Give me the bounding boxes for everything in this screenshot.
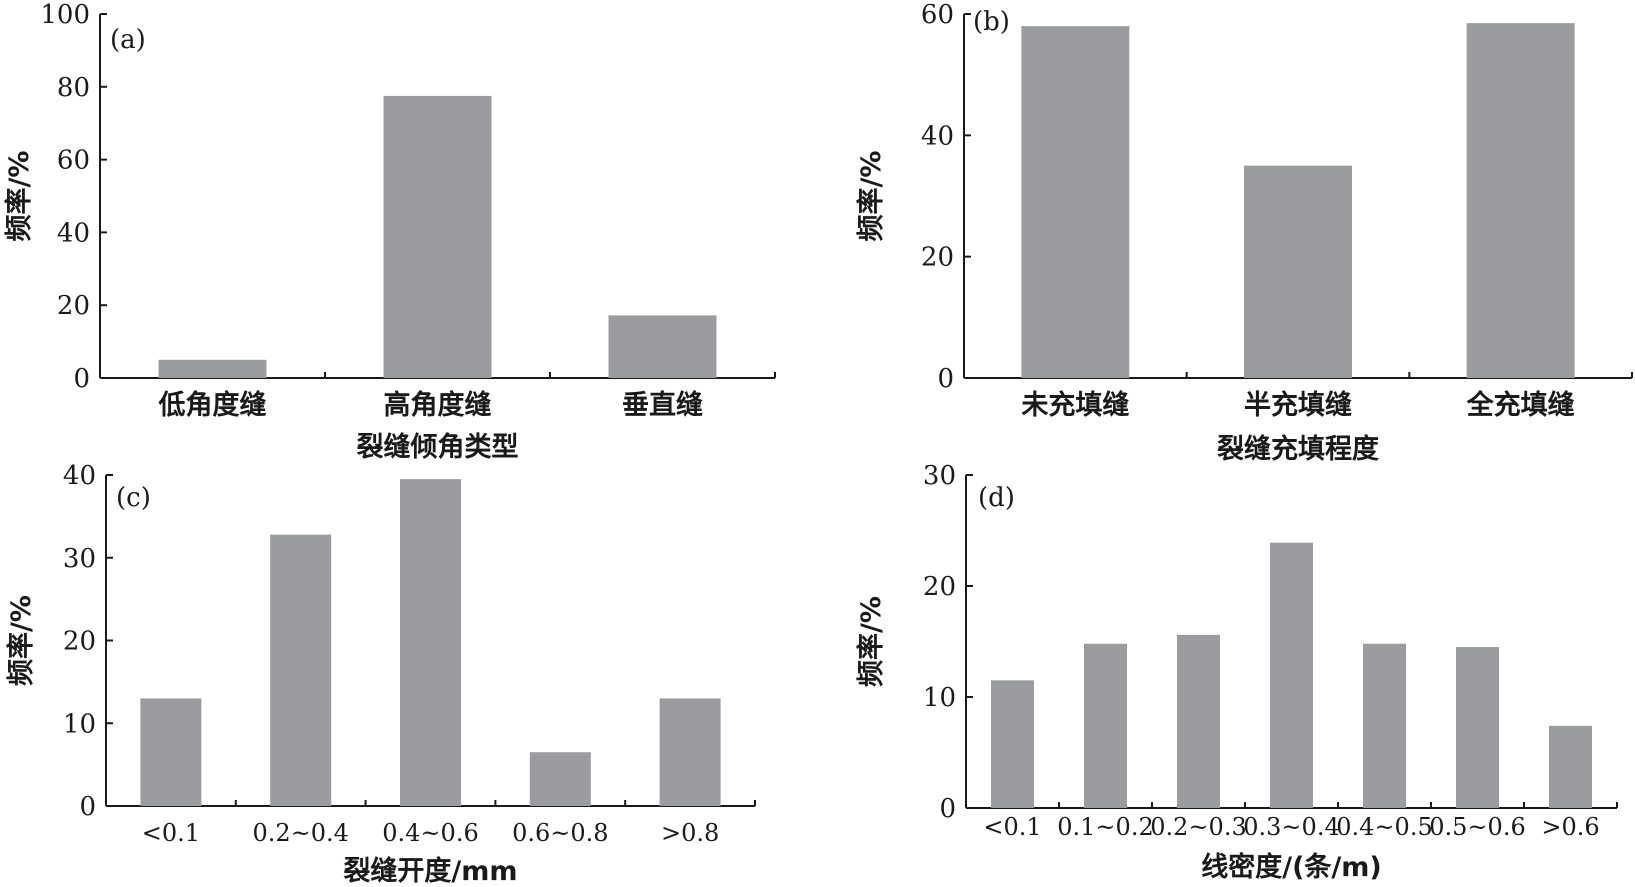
chart-c-bar bbox=[400, 479, 461, 806]
chart-a-y-axis-title: 频率/% bbox=[3, 151, 35, 242]
chart-d-y-tick-label: 0 bbox=[939, 794, 956, 824]
chart-d-category-label: 0.3~0.4 bbox=[1243, 813, 1339, 841]
chart-b-y-tick-label: 60 bbox=[921, 0, 954, 30]
chart-d-category-label: <0.1 bbox=[983, 813, 1041, 841]
chart-b-bar bbox=[1244, 165, 1352, 378]
chart-a-y-tick-label: 20 bbox=[57, 291, 90, 321]
chart-a-category-label: 低角度缝 bbox=[158, 389, 267, 421]
chart-d-x-axis-title: 线密度/(条/m) bbox=[1201, 851, 1382, 883]
chart-b-y-tick-label: 0 bbox=[937, 364, 954, 394]
chart-d-y-axis-title: 频率/% bbox=[855, 596, 887, 687]
chart-a-y-tick-label: 100 bbox=[40, 0, 90, 30]
chart-a-bar bbox=[608, 315, 717, 378]
chart-d-category-label: >0.6 bbox=[1541, 813, 1599, 841]
chart-d-bar bbox=[1363, 643, 1406, 808]
chart-a-x-axis-title: 裂缝倾角类型 bbox=[357, 431, 519, 463]
chart-b-category-label: 全充填缝 bbox=[1466, 389, 1575, 421]
chart-a-bar bbox=[158, 359, 267, 378]
chart-c-bar bbox=[140, 698, 202, 806]
chart-a-category-label: 垂直缝 bbox=[622, 389, 703, 421]
chart-a-y-tick-label: 80 bbox=[57, 73, 90, 103]
chart-a-y-tick-label: 0 bbox=[73, 364, 90, 394]
chart-c-y-tick-label: 10 bbox=[63, 709, 96, 739]
chart-a-y-tick-label: 40 bbox=[57, 218, 90, 248]
chart-d-bar bbox=[991, 680, 1034, 808]
chart-d-bar bbox=[1456, 647, 1499, 808]
chart-a-panel-label: (a) bbox=[110, 25, 146, 55]
chart-c-y-tick-label: 0 bbox=[79, 792, 96, 822]
chart-c-y-axis-title: 频率/% bbox=[5, 595, 37, 686]
chart-d-category-label: 0.4~0.5 bbox=[1336, 813, 1432, 841]
chart-c-y-tick-label: 20 bbox=[63, 627, 96, 657]
chart-a-bar bbox=[383, 95, 492, 379]
chart-b-bar bbox=[1466, 23, 1575, 378]
chart-c-category-label: >0.8 bbox=[661, 819, 719, 847]
chart-a-y-tick-label: 60 bbox=[57, 146, 90, 176]
chart-d-category-label: 0.5~0.6 bbox=[1429, 813, 1525, 841]
chart-d-y-tick-label: 30 bbox=[923, 461, 956, 491]
chart-b-y-tick-label: 40 bbox=[921, 121, 954, 151]
chart-c-category-label: 0.4~0.6 bbox=[382, 819, 478, 847]
chart-c-category-label: 0.2~0.4 bbox=[252, 819, 348, 847]
chart-b-panel-label: (b) bbox=[973, 7, 1010, 37]
chart-c-y-tick-label: 40 bbox=[63, 461, 96, 491]
chart-b-y-axis-title: 频率/% bbox=[855, 151, 887, 242]
chart-d-panel-label: (d) bbox=[978, 483, 1015, 513]
chart-b-y-tick-label: 20 bbox=[921, 243, 954, 273]
chart-c-panel-label: (c) bbox=[116, 483, 151, 513]
chart-b-bar bbox=[1021, 26, 1130, 379]
chart-c-category-label: <0.1 bbox=[142, 819, 200, 847]
chart-c-bar bbox=[529, 752, 591, 806]
chart-b-category-label: 半充填缝 bbox=[1244, 389, 1352, 421]
chart-c-y-tick-label: 30 bbox=[63, 544, 96, 574]
chart-c-category-label: 0.6~0.8 bbox=[512, 819, 608, 847]
chart-d-category-label: 0.1~0.2 bbox=[1057, 813, 1153, 841]
chart-c-bar bbox=[659, 698, 721, 806]
chart-c-x-axis-title: 裂缝开度/mm bbox=[343, 855, 517, 887]
chart-d-category-label: 0.2~0.3 bbox=[1150, 813, 1246, 841]
chart-d-bar bbox=[1270, 542, 1313, 808]
chart-b-category-label: 未充填缝 bbox=[1021, 389, 1129, 421]
chart-d-bar bbox=[1549, 725, 1592, 808]
chart-d-y-tick-label: 20 bbox=[923, 572, 956, 602]
chart-c-bar bbox=[270, 534, 332, 806]
chart-b-x-axis-title: 裂缝充填程度 bbox=[1217, 433, 1379, 465]
chart-a-category-label: 高角度缝 bbox=[384, 389, 492, 421]
chart-d-bar bbox=[1177, 634, 1220, 808]
chart-d-bar bbox=[1084, 643, 1127, 808]
chart-d-y-tick-label: 10 bbox=[923, 683, 956, 713]
